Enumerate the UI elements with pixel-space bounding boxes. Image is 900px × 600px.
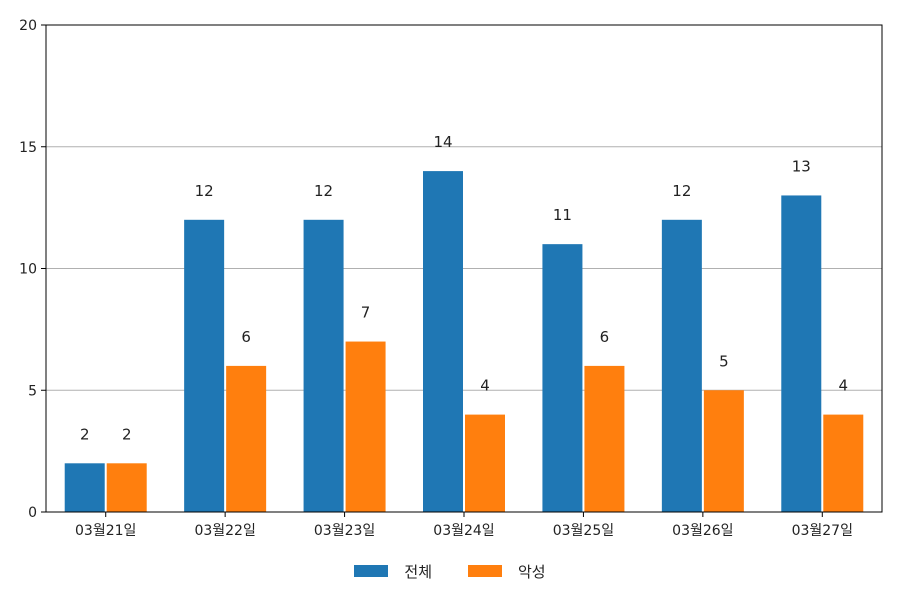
bars	[64, 171, 864, 513]
x-tick-label: 03월22일	[194, 523, 255, 539]
bar-total	[303, 219, 344, 513]
bar-total	[184, 219, 225, 513]
y-tick-label: 10	[19, 262, 37, 278]
y-tick-label: 20	[19, 18, 37, 34]
legend-swatch-total	[354, 565, 389, 577]
bar-malicious	[226, 365, 267, 512]
data-label-malicious: 6	[600, 328, 610, 346]
legend-swatch-malicious	[468, 565, 502, 577]
data-label-total: 11	[553, 206, 572, 224]
x-tick-label: 03월21일	[75, 523, 136, 539]
y-tick-label: 15	[19, 140, 37, 156]
data-labels: 2 2 12 6 12 7 14 4 11 6 12 5 13 4	[80, 133, 848, 443]
grid-lines	[46, 146, 882, 391]
x-tick-label: 03월23일	[314, 523, 375, 539]
x-tick-label: 03월27일	[792, 523, 853, 539]
plot-frame	[45, 24, 883, 513]
legend-item-total: 전체	[354, 561, 432, 582]
data-label-malicious: 7	[361, 304, 371, 322]
x-axis: 03월21일 03월22일 03월23일 03월24일 03월25일 03월26일 03월2…	[75, 512, 853, 539]
legend-item-malicious: 악성	[468, 561, 546, 582]
x-tick-label: 03월24일	[433, 523, 494, 539]
data-label-total: 2	[80, 425, 90, 443]
bar-total	[423, 171, 463, 512]
bar-total	[64, 463, 105, 512]
data-label-total: 12	[672, 182, 691, 200]
data-label-malicious: 4	[839, 377, 849, 395]
data-label-malicious: 4	[480, 377, 490, 395]
y-tick-label: 5	[28, 383, 37, 399]
data-label-total: 12	[314, 182, 333, 200]
data-label-malicious: 6	[241, 328, 251, 346]
bar-total	[661, 219, 702, 513]
legend-label-malicious: 악성	[518, 562, 546, 581]
data-label-total: 14	[433, 133, 452, 151]
y-axis: 0 5 10 15 20	[19, 18, 46, 521]
data-label-malicious: 5	[719, 352, 729, 370]
x-tick-label: 03월26일	[672, 523, 733, 539]
bar-total	[542, 244, 583, 512]
bar-malicious	[823, 414, 864, 512]
legend-label-total: 전체	[404, 562, 432, 581]
data-label-total: 13	[792, 157, 811, 175]
bar-malicious	[465, 414, 505, 512]
legend: 전체 악성	[0, 556, 900, 586]
bar-malicious	[106, 463, 147, 512]
bar-malicious	[345, 341, 386, 512]
bar-total	[781, 195, 822, 512]
bar-malicious	[584, 365, 625, 512]
y-tick-label: 0	[28, 505, 37, 521]
x-tick-label: 03월25일	[553, 523, 614, 539]
data-label-malicious: 2	[122, 425, 132, 443]
bar-malicious	[703, 390, 744, 512]
data-label-total: 12	[195, 182, 214, 200]
